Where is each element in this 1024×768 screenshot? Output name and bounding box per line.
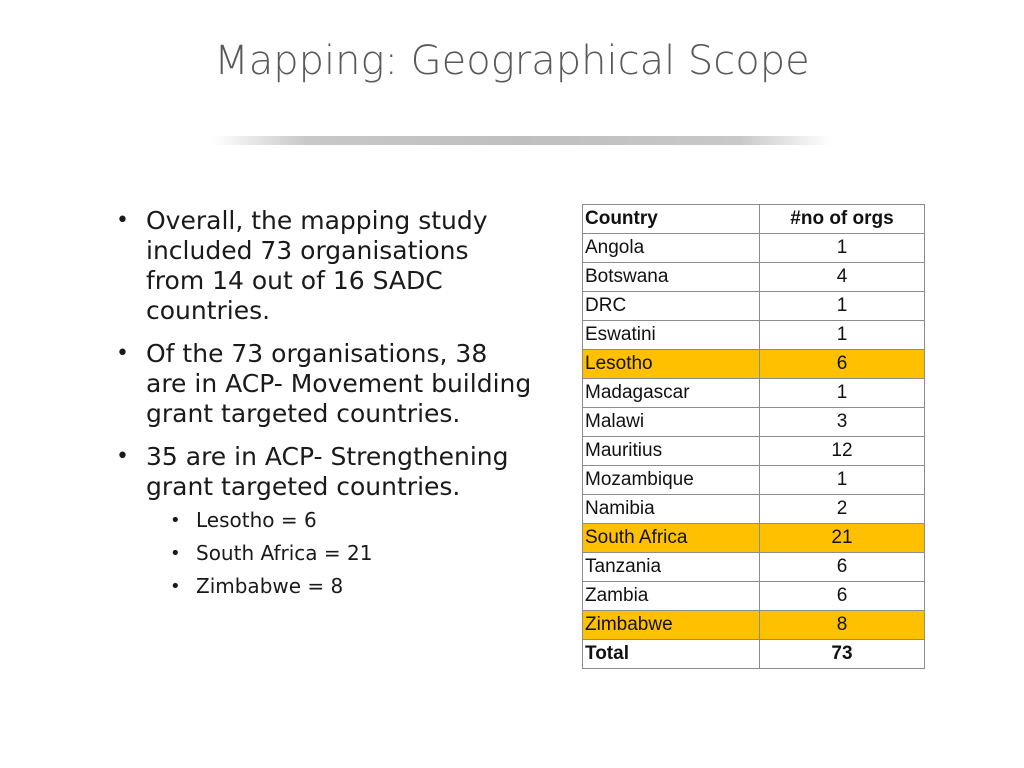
table-row: Eswatini 1 <box>582 320 925 350</box>
table-row: Madagascar 1 <box>582 378 925 408</box>
bullet-text: Overall, the mapping study included 73 o… <box>146 206 488 325</box>
bullet-text: 35 are in ACP- Strengthening grant targe… <box>146 442 509 501</box>
table-row: Mozambique 1 <box>582 465 925 495</box>
bullet-dot-icon: • <box>116 341 129 366</box>
table-row: Lesotho 6 <box>582 349 925 379</box>
header-country: Country <box>582 204 760 234</box>
country-cell: Botswana <box>582 262 760 292</box>
country-cell: Madagascar <box>582 378 760 408</box>
sub-bullet-item: • Lesotho = 6 <box>112 504 532 537</box>
slide-title: Mapping: Geographical Scope <box>214 38 810 84</box>
bullet-item: • Of the 73 organisations, 38 are in ACP… <box>112 339 532 429</box>
bullet-dot-icon: • <box>170 543 181 564</box>
bullet-dot-icon: • <box>116 208 129 233</box>
org-count-cell: 6 <box>759 581 925 611</box>
org-count-cell: 1 <box>759 291 925 321</box>
country-cell: Mauritius <box>582 436 760 466</box>
bullet-dot-icon: • <box>170 576 181 597</box>
country-cell: Namibia <box>582 494 760 524</box>
org-count-cell: 1 <box>759 233 925 263</box>
table-row: Zambia 6 <box>582 581 925 611</box>
country-cell: Malawi <box>582 407 760 437</box>
org-count-cell: 21 <box>759 523 925 553</box>
table-row: South Africa 21 <box>582 523 925 553</box>
sub-bullet-text: Lesotho = 6 <box>196 508 317 532</box>
bullet-item: • Overall, the mapping study included 73… <box>112 206 532 326</box>
table-row: Mauritius 12 <box>582 436 925 466</box>
country-cell: Lesotho <box>582 349 760 379</box>
org-count-cell: 3 <box>759 407 925 437</box>
bullet-item: • 35 are in ACP- Strengthening grant tar… <box>112 442 532 502</box>
country-cell: South Africa <box>582 523 760 553</box>
org-count-cell: 2 <box>759 494 925 524</box>
bullet-list: • Overall, the mapping study included 73… <box>112 206 532 603</box>
sub-bullet-text: South Africa = 21 <box>196 541 373 565</box>
table-row: Namibia 2 <box>582 494 925 524</box>
country-cell: Mozambique <box>582 465 760 495</box>
org-count-cell: 1 <box>759 465 925 495</box>
header-org-count: #no of orgs <box>759 204 925 234</box>
bullet-dot-icon: • <box>116 444 129 469</box>
country-cell: Tanzania <box>582 552 760 582</box>
org-count-cell: 4 <box>759 262 925 292</box>
table-row: Tanzania 6 <box>582 552 925 582</box>
country-cell: Eswatini <box>582 320 760 350</box>
org-count-cell: 8 <box>759 610 925 640</box>
title-divider <box>212 136 832 145</box>
total-label: Total <box>582 639 760 669</box>
sub-bullet-item: • Zimbabwe = 8 <box>112 570 532 603</box>
total-value: 73 <box>759 639 925 669</box>
table-header-row: Country #no of orgs <box>582 204 925 234</box>
org-count-cell: 12 <box>759 436 925 466</box>
country-cell: Zimbabwe <box>582 610 760 640</box>
org-count-cell: 1 <box>759 378 925 408</box>
table-row: Malawi 3 <box>582 407 925 437</box>
country-cell: Zambia <box>582 581 760 611</box>
table-body: Angola 1 Botswana 4 DRC 1 Eswatini 1 Lesotho 6 Mad… <box>582 233 925 669</box>
country-cell: Angola <box>582 233 760 263</box>
bullet-text: Of the 73 organisations, 38 are in ACP- … <box>146 339 532 428</box>
table-row: DRC 1 <box>582 291 925 321</box>
org-count-cell: 6 <box>759 349 925 379</box>
table-row: Botswana 4 <box>582 262 925 292</box>
sub-bullet-item: • South Africa = 21 <box>112 537 532 570</box>
org-count-cell: 1 <box>759 320 925 350</box>
bullet-dot-icon: • <box>170 510 181 531</box>
table-row: Angola 1 <box>582 233 925 263</box>
sub-bullet-text: Zimbabwe = 8 <box>196 574 344 598</box>
table-row: Zimbabwe 8 <box>582 610 925 640</box>
country-cell: DRC <box>582 291 760 321</box>
table-total-row: Total 73 <box>582 639 925 669</box>
org-count-cell: 6 <box>759 552 925 582</box>
org-count-table: Country #no of orgs Angola 1 Botswana 4 DRC 1… <box>582 204 925 669</box>
